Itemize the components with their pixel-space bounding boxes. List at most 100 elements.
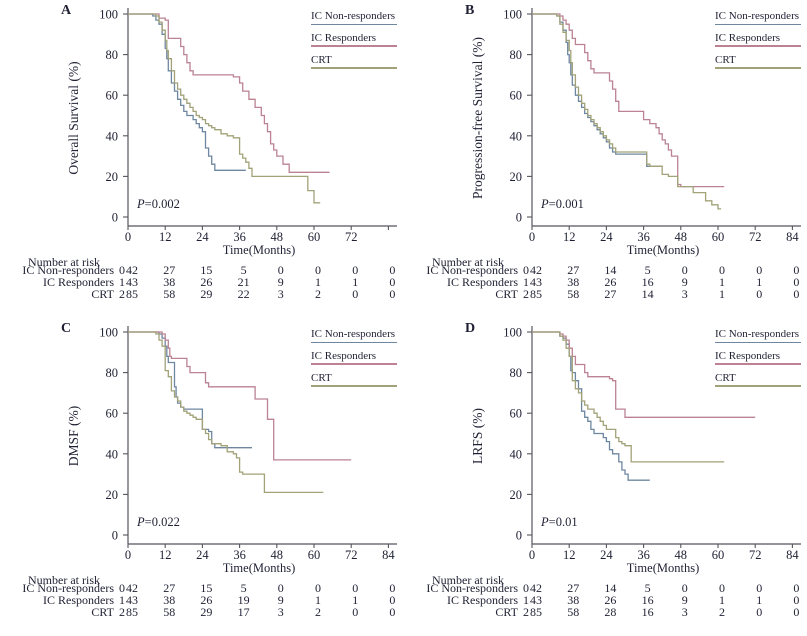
risk-row-code: 0 bbox=[119, 263, 125, 277]
p-value: P=0.001 bbox=[541, 197, 584, 212]
panel-letter: A bbox=[61, 3, 72, 18]
km-curve-ic-non-responders bbox=[532, 331, 650, 481]
y-axis-label: DMSF (%) bbox=[66, 405, 81, 467]
legend-line-swatch bbox=[311, 341, 397, 343]
risk-value: 0 bbox=[756, 581, 762, 595]
risk-value: 19 bbox=[238, 593, 250, 607]
km-curve-ic-responders bbox=[532, 13, 725, 188]
risk-value: 21 bbox=[238, 275, 250, 289]
legend-item: IC Non-responders bbox=[311, 328, 397, 343]
risk-value: 2 bbox=[315, 605, 321, 619]
x-tick-label: 36 bbox=[637, 548, 650, 562]
y-axis-label: LRFS (%) bbox=[470, 408, 485, 464]
risk-row-code: 0 bbox=[119, 581, 125, 595]
risk-value: 1 bbox=[352, 593, 358, 607]
p-value: P=0.022 bbox=[137, 515, 180, 530]
legend: IC Non-responders IC Responders CRT bbox=[715, 328, 801, 394]
risk-value: 0 bbox=[793, 581, 799, 595]
x-tick-label: 24 bbox=[196, 548, 209, 562]
legend-label: IC Responders bbox=[715, 31, 781, 44]
risk-value: 5 bbox=[241, 263, 247, 277]
risk-value: 0 bbox=[389, 581, 395, 595]
x-axis-label: Time(Months) bbox=[626, 561, 700, 575]
legend-label: CRT bbox=[311, 53, 332, 66]
risk-value: 28 bbox=[604, 605, 616, 619]
panel-letter: D bbox=[465, 321, 476, 336]
risk-value: 0 bbox=[682, 581, 688, 595]
km-curve-ic-non-responders bbox=[128, 13, 246, 171]
risk-value: 43 bbox=[530, 275, 542, 289]
legend-line-swatch bbox=[715, 23, 801, 25]
risk-value: 0 bbox=[278, 263, 284, 277]
legend-label: CRT bbox=[715, 53, 736, 66]
risk-value: 0 bbox=[389, 593, 395, 607]
x-tick-label: 0 bbox=[529, 548, 535, 562]
risk-value: 0 bbox=[793, 605, 799, 619]
legend: IC Non-responders IC Responders CRT bbox=[311, 10, 397, 76]
legend-item: IC Responders bbox=[311, 32, 397, 47]
y-axis-label: Overall Survival (%) bbox=[66, 61, 81, 175]
y-tick-label: 60 bbox=[510, 89, 523, 103]
risk-row-label: IC Responders bbox=[447, 593, 518, 607]
risk-value: 0 bbox=[756, 263, 762, 277]
legend-item: CRT bbox=[715, 372, 801, 387]
legend-item: IC Responders bbox=[715, 32, 801, 47]
x-tick-label: 72 bbox=[749, 230, 762, 244]
risk-value: 9 bbox=[278, 593, 284, 607]
legend-line-swatch bbox=[715, 363, 801, 365]
legend: IC Non-responders IC Responders CRT bbox=[715, 10, 801, 76]
risk-value: 27 bbox=[163, 581, 175, 595]
legend-item: IC Non-responders bbox=[715, 10, 801, 25]
risk-row-label: IC Responders bbox=[43, 275, 114, 289]
risk-value: 38 bbox=[163, 275, 175, 289]
risk-value: 5 bbox=[645, 263, 651, 277]
risk-row-label: CRT bbox=[91, 605, 114, 619]
legend-item: IC Responders bbox=[311, 350, 397, 365]
panel-letter: B bbox=[465, 3, 475, 18]
risk-value: 42 bbox=[530, 581, 542, 595]
y-tick-label: 100 bbox=[99, 326, 118, 340]
x-tick-label: 0 bbox=[125, 230, 131, 244]
risk-table-title: Number at risk bbox=[432, 573, 504, 587]
risk-row-code: 1 bbox=[119, 275, 125, 289]
risk-value: 1 bbox=[756, 593, 762, 607]
risk-row-code: 1 bbox=[523, 275, 529, 289]
risk-value: 9 bbox=[682, 275, 688, 289]
legend-line-swatch bbox=[311, 67, 397, 69]
risk-value: 9 bbox=[278, 275, 284, 289]
x-tick-label: 60 bbox=[712, 230, 725, 244]
y-tick-label: 0 bbox=[112, 529, 118, 543]
risk-value: 0 bbox=[793, 263, 799, 277]
x-tick-label: 12 bbox=[159, 230, 172, 244]
legend-line-swatch bbox=[311, 45, 397, 47]
p-symbol: P bbox=[541, 515, 549, 529]
km-curve-crt bbox=[128, 331, 324, 494]
risk-value: 0 bbox=[719, 263, 725, 277]
km-curve-ic-non-responders bbox=[128, 331, 252, 449]
risk-value: 85 bbox=[126, 287, 138, 301]
risk-row-code: 2 bbox=[119, 605, 125, 619]
legend-line-swatch bbox=[715, 45, 801, 47]
risk-value: 42 bbox=[530, 263, 542, 277]
risk-row-code: 0 bbox=[523, 581, 529, 595]
risk-row-code: 2 bbox=[523, 287, 529, 301]
y-tick-label: 100 bbox=[503, 8, 522, 22]
risk-value: 85 bbox=[530, 287, 542, 301]
risk-value: 3 bbox=[682, 287, 688, 301]
x-tick-label: 48 bbox=[675, 230, 688, 244]
legend-line-swatch bbox=[715, 385, 801, 387]
p-value: P=0.01 bbox=[541, 515, 578, 530]
x-axis-label: Time(Months) bbox=[626, 243, 700, 257]
risk-value: 5 bbox=[241, 581, 247, 595]
y-tick-label: 80 bbox=[106, 48, 119, 62]
x-tick-label: 84 bbox=[382, 548, 395, 562]
y-tick-label: 40 bbox=[106, 129, 119, 143]
legend-label: IC Responders bbox=[311, 349, 377, 362]
risk-value: 0 bbox=[756, 605, 762, 619]
y-tick-label: 0 bbox=[516, 211, 522, 225]
risk-value: 38 bbox=[163, 593, 175, 607]
p-symbol: P bbox=[137, 197, 145, 211]
risk-value: 17 bbox=[238, 605, 250, 619]
legend-item: IC Responders bbox=[715, 350, 801, 365]
